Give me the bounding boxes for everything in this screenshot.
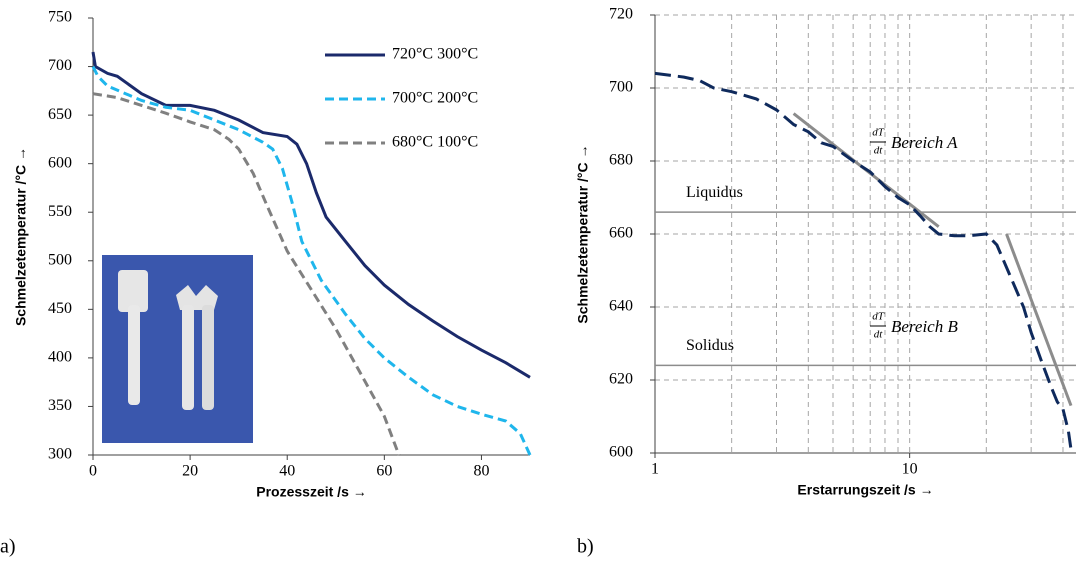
- y-tick-label: 450: [48, 300, 72, 317]
- annotation-denominator: dt: [874, 145, 884, 157]
- x-tick-label: 20: [182, 463, 198, 480]
- x-axis-label: Prozesszeit /s →: [256, 484, 367, 500]
- y-tick-label: 620: [609, 371, 633, 388]
- annotation-text: Bereich B: [891, 317, 958, 336]
- y-tick-label: 660: [609, 225, 633, 242]
- annotation-numerator: dT: [872, 127, 885, 139]
- legend-label: 700°C 200°C: [392, 90, 478, 107]
- y-tick-label: 650: [48, 106, 72, 123]
- x-tick-label: 10: [902, 461, 918, 478]
- y-tick-label: 350: [48, 397, 72, 414]
- x-tick-label: 40: [279, 463, 295, 480]
- y-tick-label: 500: [48, 251, 72, 268]
- panel-label: b): [577, 536, 594, 558]
- series-line: [92, 92, 401, 456]
- x-tick-label: 0: [89, 463, 97, 480]
- x-axis-label: Erstarrungszeit /s →: [797, 482, 933, 498]
- photo-inset: [102, 255, 253, 443]
- legend-label: 720°C 300°C: [392, 46, 478, 63]
- y-tick-label: 720: [609, 6, 633, 23]
- y-tick-label: 680: [609, 152, 633, 169]
- y-tick-label: 700: [609, 79, 633, 96]
- y-axis-label: Schmelzetemperatur /°C →: [13, 147, 29, 326]
- series-line: [91, 65, 532, 456]
- panel-label: a): [0, 536, 16, 558]
- y-tick-label: 700: [48, 57, 72, 74]
- reference-label: Solidus: [686, 337, 734, 354]
- annotation-denominator: dt: [874, 329, 884, 341]
- x-tick-label: 60: [376, 463, 392, 480]
- annotation-text: Bereich A: [891, 133, 958, 152]
- series-line: [654, 71, 1073, 450]
- y-tick-label: 400: [48, 349, 72, 366]
- tangent-line: [1005, 233, 1073, 407]
- y-tick-label: 600: [609, 444, 633, 461]
- series-line: [91, 51, 531, 379]
- chart: 600 620 640 660 680 700 720 1 10 Erstarrungszeit …: [575, 6, 1076, 558]
- chart: 300 350 400 450 500 550 600 650 700 750 0 20 40 60 80 P…: [0, 9, 532, 558]
- y-tick-label: 550: [48, 203, 72, 220]
- y-tick-label: 750: [48, 9, 72, 26]
- y-tick-label: 640: [609, 298, 633, 315]
- legend-label: 680°C 100°C: [392, 134, 478, 151]
- y-tick-label: 600: [48, 154, 72, 171]
- x-tick-label: 80: [473, 463, 489, 480]
- y-tick-label: 300: [48, 446, 72, 463]
- annotation-numerator: dT: [872, 311, 885, 323]
- x-tick-label: 1: [651, 461, 659, 478]
- y-axis-label: Schmelzetemperatur /°C →: [575, 144, 591, 323]
- reference-label: Liquidus: [686, 184, 743, 201]
